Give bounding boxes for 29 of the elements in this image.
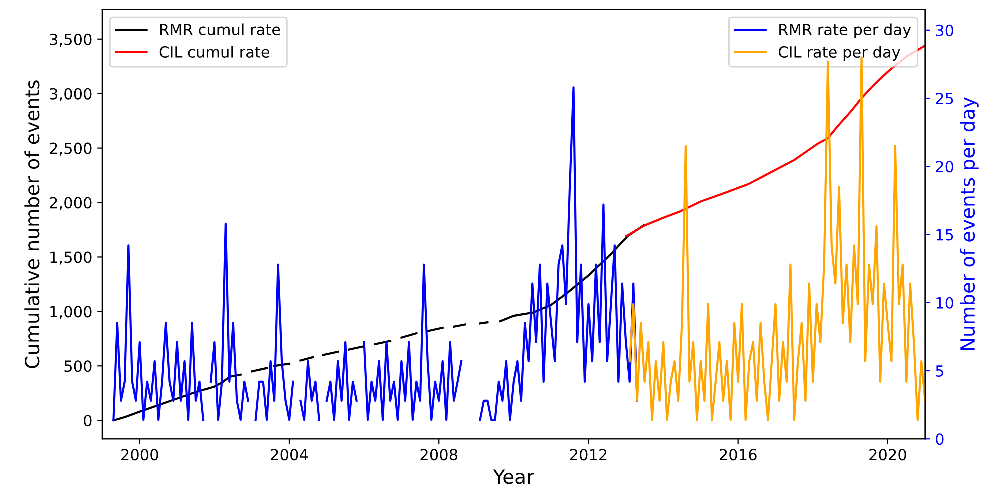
x-axis-title: Year: [493, 470, 535, 484]
y-tick-label: 2,500: [50, 142, 92, 156]
y-tick-label: 1,500: [50, 252, 92, 265]
y2-axis-title: Number of events per day: [960, 98, 979, 350]
x-tick-label: 2016: [720, 449, 757, 461]
x-tick-label: 2012: [570, 449, 607, 461]
y-tick-label: 500: [64, 360, 92, 372]
y2-tick-label: 15: [936, 229, 954, 241]
y2-tick-label: 20: [936, 161, 954, 173]
y2-tick-label: 10: [936, 297, 954, 309]
y-tick-label: 3,500: [50, 34, 92, 47]
legend-label: CIL cumul rate: [160, 46, 270, 58]
x-tick-label: 2008: [420, 449, 458, 461]
legend-label: RMR cumul rate: [160, 24, 280, 36]
y2-tick-label: 5: [936, 366, 944, 378]
y2-tick-label: 30: [936, 24, 954, 36]
y2-tick-label: 25: [936, 93, 954, 105]
y-axis-title: Cumulative number of events: [24, 80, 40, 368]
y-tick-label: 0: [84, 415, 92, 427]
x-tick-label: 2000: [122, 449, 158, 461]
x-tick-label: 2020: [870, 449, 906, 461]
y-tick-label: 2,000: [50, 197, 92, 210]
y-tick-label: 1,000: [50, 306, 92, 320]
y-tick-label: 3,000: [50, 88, 92, 102]
legend-label: CIL rate per day: [778, 46, 900, 61]
x-tick-label: 2004: [271, 449, 308, 461]
y2-tick-label: 0: [936, 434, 944, 446]
line-series: [625, 44, 926, 238]
legend-label: RMR rate per day: [780, 24, 912, 39]
